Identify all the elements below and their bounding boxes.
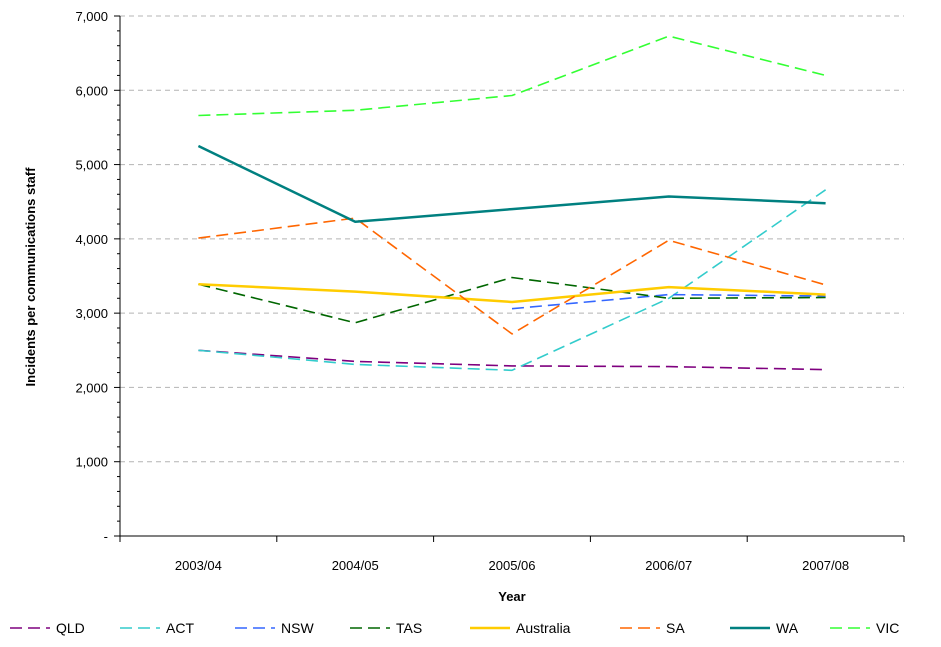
- legend-label: Australia: [516, 620, 571, 636]
- y-tick-label: 3,000: [75, 306, 108, 321]
- y-axis-ticks: - 1,000 2,000 3,000 4,000 5,000 6,000 7,000: [75, 9, 120, 544]
- legend: QLD ACT NSW TAS Australia SA WA VIC: [10, 620, 899, 636]
- x-tick-label: 2007/08: [802, 558, 849, 573]
- legend-item-wa: WA: [730, 620, 799, 636]
- legend-item-act: ACT: [120, 620, 194, 636]
- y-tick-label: 5,000: [75, 158, 108, 173]
- legend-label: WA: [776, 620, 799, 636]
- series-lines: [197, 35, 827, 372]
- series-line-act: [198, 189, 827, 372]
- y-tick-label: 4,000: [75, 232, 108, 247]
- series-line-vic: [198, 35, 826, 117]
- series-line-sa: [198, 217, 826, 335]
- y-tick-label: -: [104, 529, 108, 544]
- x-tick-label: 2004/05: [332, 558, 379, 573]
- gridlines: [120, 15, 904, 463]
- legend-item-vic: VIC: [830, 620, 899, 636]
- series-line-wa: [197, 144, 826, 224]
- y-tick-label: 1,000: [75, 455, 108, 470]
- legend-label: NSW: [281, 620, 314, 636]
- y-tick-label: 7,000: [75, 9, 108, 24]
- x-tick-label: 2005/06: [489, 558, 536, 573]
- y-tick-label: 6,000: [75, 83, 108, 98]
- legend-item-tas: TAS: [350, 620, 422, 636]
- series-line-tas: [198, 276, 826, 324]
- legend-item-sa: SA: [620, 620, 685, 636]
- legend-label: ACT: [166, 620, 194, 636]
- x-axis-ticks: 2003/04 2004/05 2005/06 2006/07 2007/08: [119, 536, 905, 573]
- legend-item-australia: Australia: [470, 620, 571, 636]
- legend-item-qld: QLD: [10, 620, 85, 636]
- axes: [119, 16, 904, 537]
- x-tick-label: 2006/07: [645, 558, 692, 573]
- x-tick-label: 2003/04: [175, 558, 222, 573]
- legend-label: QLD: [56, 620, 85, 636]
- legend-label: TAS: [396, 620, 422, 636]
- y-tick-label: 2,000: [75, 380, 108, 395]
- x-axis-title: Year: [498, 589, 525, 604]
- legend-label: SA: [666, 620, 685, 636]
- y-axis-title: Incidents per communications staff: [23, 167, 38, 387]
- series-line-qld: [198, 349, 826, 371]
- series-line-nsw: [511, 293, 826, 310]
- legend-item-nsw: NSW: [235, 620, 314, 636]
- legend-label: VIC: [876, 620, 899, 636]
- series-line-australia: [198, 282, 826, 304]
